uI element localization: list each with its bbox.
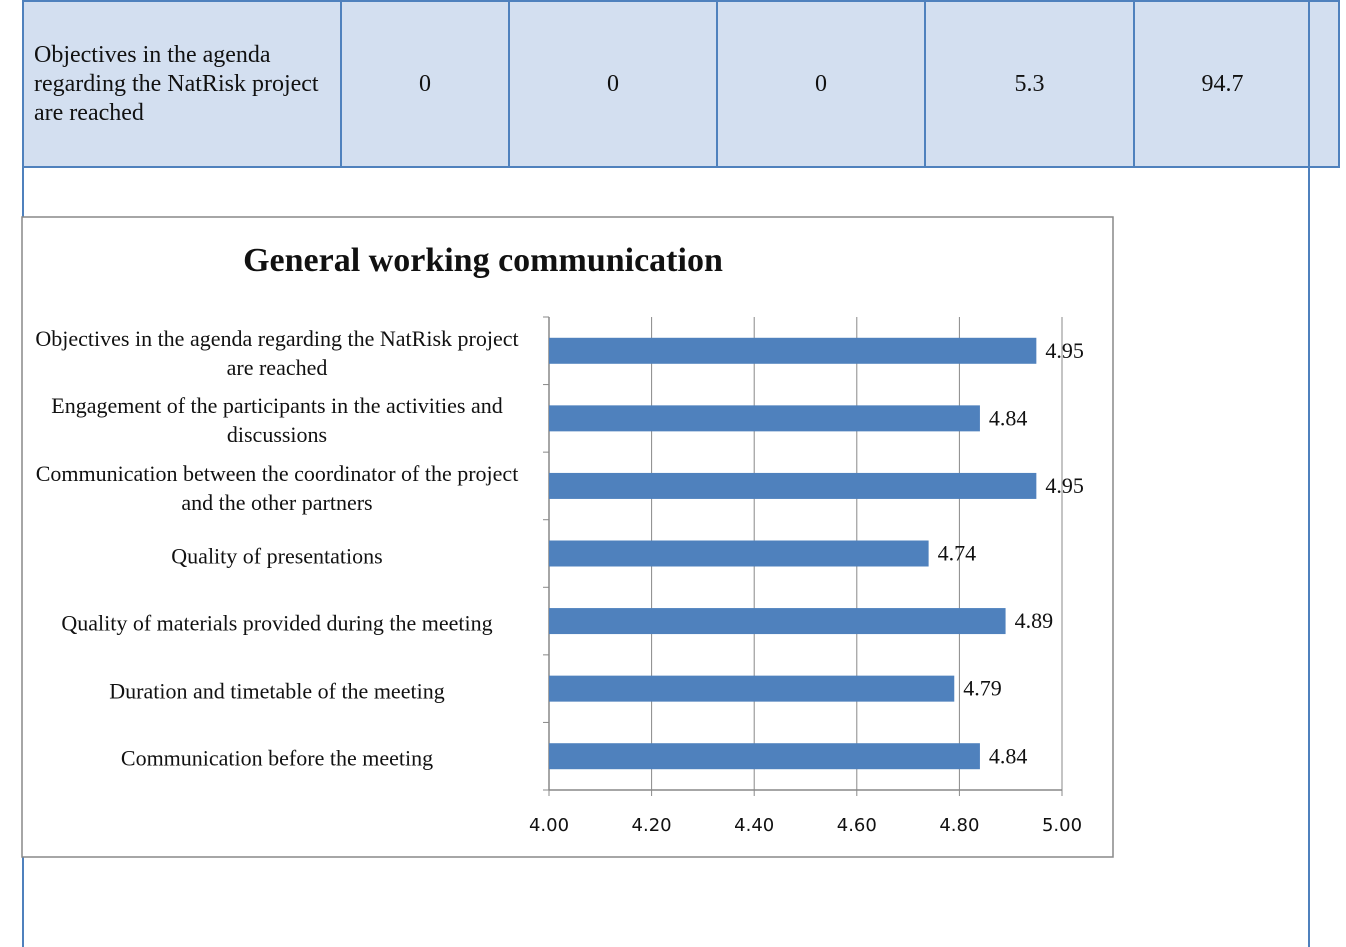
category-label: Communication before the meeting [120,745,434,771]
data-label: 4.84 [989,405,1027,430]
bar [549,608,1006,635]
x-tick-label: 4.20 [632,815,672,836]
category-label: Objectives in the agenda regarding the N… [35,325,519,380]
frame-line [1308,168,1310,947]
category-label: Quality of presentations [171,543,383,568]
x-tick-label: 4.00 [529,815,569,836]
chart-title: General working communication [243,242,723,279]
x-tick-label: 5.00 [1042,815,1082,836]
bar [549,675,955,702]
data-label: 4.95 [1045,473,1084,498]
table-cell: 94.7 [1133,0,1312,168]
bar [549,472,1037,499]
table-cell: Objectives in the agenda regarding the N… [22,0,342,168]
x-tick-label: 4.60 [837,815,877,836]
table-cell: 0 [340,0,510,168]
category-label: Communication between the coordinator of… [35,460,519,515]
bar [549,337,1037,364]
category-label: Duration and timetable of the meeting [109,678,445,704]
category-label: Engagement of the participants in the ac… [51,393,503,448]
bar [549,405,980,432]
data-label: 4.74 [938,541,977,566]
data-label: 4.95 [1045,338,1084,363]
bar [549,743,980,770]
x-tick-label: 4.40 [734,815,774,836]
data-label: 4.79 [963,676,1002,701]
data-label: 4.84 [989,743,1027,768]
data-label: 4.89 [1015,608,1054,633]
x-tick-label: 4.80 [939,815,979,836]
table-cell: 5.3 [924,0,1135,168]
category-label: Quality of materials provided during the… [61,610,493,636]
table-cell [1308,0,1340,168]
bar [549,540,929,567]
